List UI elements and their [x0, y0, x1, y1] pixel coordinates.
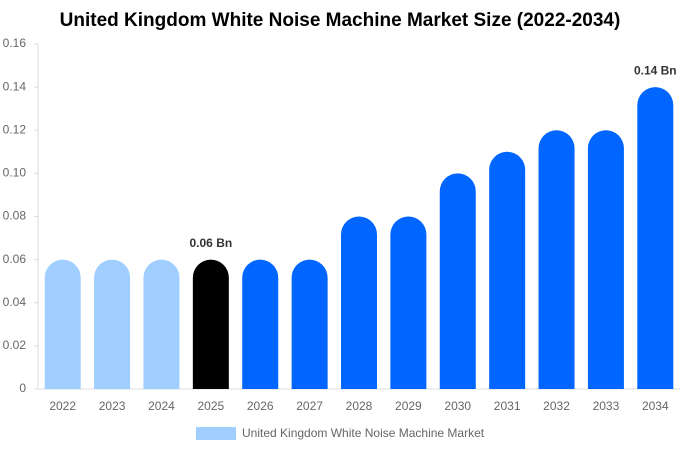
bar [192, 259, 229, 389]
bar [44, 259, 81, 389]
value-label: 0.14 Bn [634, 63, 677, 77]
x-tick-label: 2028 [346, 399, 373, 413]
bar [637, 87, 674, 389]
y-tick-label: 0.12 [3, 122, 27, 136]
bar [538, 130, 575, 390]
y-tick-label: 0.04 [3, 295, 27, 309]
y-tick-label: 0.08 [3, 209, 27, 223]
x-tick-label: 2026 [247, 399, 274, 413]
x-tick-label: 2033 [593, 399, 620, 413]
legend-swatch [196, 427, 236, 440]
bar [94, 259, 131, 389]
bar [587, 130, 624, 390]
y-tick-label: 0.10 [3, 166, 27, 180]
x-tick-label: 2023 [99, 399, 126, 413]
y-tick-label: 0 [19, 381, 26, 395]
y-tick-label: 0.02 [3, 338, 27, 352]
bar [390, 216, 427, 389]
x-tick-label: 2022 [49, 399, 76, 413]
y-tick-label: 0.14 [3, 79, 27, 93]
x-tick-label: 2034 [642, 399, 669, 413]
bar [489, 151, 526, 389]
x-tick-label: 2032 [543, 399, 570, 413]
bar [143, 259, 180, 389]
bar [242, 259, 279, 389]
x-tick-label: 2029 [395, 399, 422, 413]
x-tick-label: 2024 [148, 399, 175, 413]
x-tick-label: 2027 [296, 399, 323, 413]
legend-label: United Kingdom White Noise Machine Marke… [242, 426, 485, 440]
chart-title: United Kingdom White Noise Machine Marke… [60, 10, 621, 31]
bar [439, 173, 476, 389]
bar [291, 259, 328, 389]
x-tick-label: 2025 [197, 399, 224, 413]
bar [341, 216, 377, 389]
x-tick-label: 2030 [444, 399, 471, 413]
x-tick-label: 2031 [494, 399, 521, 413]
y-tick-label: 0.06 [3, 252, 27, 266]
value-label: 0.06 Bn [190, 236, 233, 250]
y-tick-label: 0.16 [3, 36, 27, 50]
